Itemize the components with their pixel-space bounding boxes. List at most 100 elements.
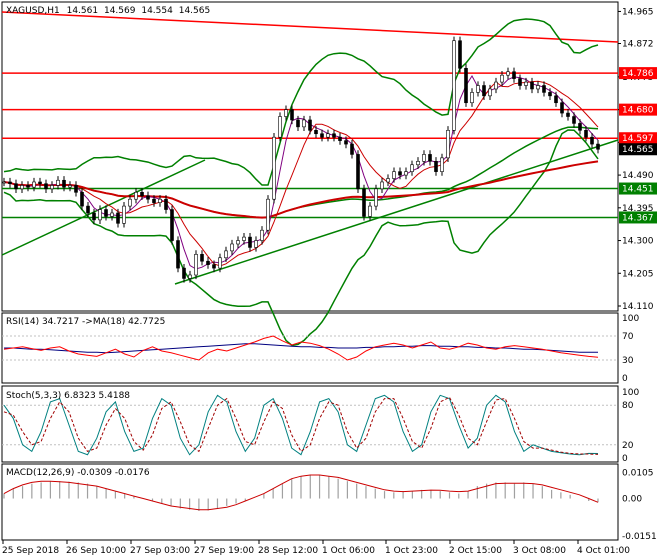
macd-y-tick-label: -0.0151: [622, 532, 657, 542]
price-candle: [464, 67, 468, 104]
price-candle: [32, 181, 36, 188]
price-candle: [326, 133, 330, 138]
ma-fast-line: [3, 75, 599, 270]
price-candle: [410, 164, 414, 172]
price-candle: [242, 236, 246, 241]
price-level-label: 14.367: [622, 213, 654, 223]
trendline-channel-lower: [1, 159, 206, 256]
price-candle: [248, 236, 252, 248]
price-candle: [122, 205, 126, 224]
ohlc-open: 14.561: [67, 6, 99, 16]
macd-y-tick-label: 0.0105: [622, 468, 654, 478]
time-tick-label: 2 Oct 15:00: [449, 546, 502, 556]
price-candle: [362, 188, 366, 217]
price-candle: [356, 154, 360, 190]
price-candle: [260, 229, 264, 241]
stoch-series: [3, 394, 599, 456]
price-candle: [428, 154, 432, 162]
price-candle: [20, 185, 24, 190]
price-candle: [68, 185, 72, 188]
price-candle: [284, 109, 288, 117]
time-axis: 25 Sep 2018 26 Sep 10:00 27 Sep 03:00 27 Se…: [2, 540, 630, 556]
price-candle: [134, 192, 138, 200]
current-price-label-bg: [619, 143, 657, 156]
price-candle: [530, 81, 534, 90]
rsi-line: [3, 335, 599, 361]
price-candle: [170, 209, 174, 241]
price-candle: [566, 112, 570, 117]
price-y-tick-label: 14.395: [622, 204, 654, 214]
price-candle: [512, 71, 516, 79]
price-candle: [8, 181, 12, 184]
macd-series: [3, 474, 599, 511]
price-candle: [314, 130, 318, 135]
price-candle: [212, 264, 216, 269]
price-candle: [254, 240, 258, 248]
stoch-panel-frame: [1, 385, 619, 463]
price-candle: [422, 154, 426, 162]
time-tick-label: 3 Oct 08:00: [513, 546, 566, 556]
ma-mid-line: [3, 80, 599, 267]
price-candle: [548, 92, 552, 97]
price-candle: [206, 260, 210, 265]
price-candle: [272, 136, 276, 200]
price-candle: [152, 198, 156, 203]
price-candle: [494, 81, 498, 90]
price-candle: [110, 212, 114, 217]
symbol-ohlc-header: XAGUSD,H1 14.561 14.569 14.554 14.565: [6, 6, 210, 16]
price-trendlines: [1, 11, 619, 285]
price-candle: [74, 185, 78, 193]
price-candle: [506, 71, 510, 76]
macd-signal-line: [3, 474, 599, 511]
price-candle: [338, 136, 342, 141]
price-candle: [320, 133, 324, 138]
price-candle: [368, 205, 372, 217]
price-candle: [80, 192, 84, 207]
stoch-y-tick-label: 0: [622, 454, 628, 464]
rsi-panel-frame: [1, 312, 619, 384]
price-candle: [290, 109, 294, 121]
price-candle: [596, 143, 600, 150]
price-candle: [446, 130, 450, 159]
price-candle: [518, 78, 522, 86]
price-y-tick-label: 14.205: [622, 269, 654, 279]
price-candle: [278, 116, 282, 138]
price-candle: [344, 140, 348, 145]
price-candle: [128, 198, 132, 207]
price-candle: [482, 85, 486, 97]
price-candle: [26, 185, 30, 188]
stoch-d-line: [3, 396, 599, 455]
price-candle: [98, 209, 102, 221]
price-level-label-bg: [619, 67, 657, 80]
price-level-label-bg: [619, 132, 657, 145]
price-candle: [146, 195, 150, 200]
price-candle: [452, 40, 456, 131]
price-level-label: 14.451: [622, 185, 654, 195]
price-level-label: 14.786: [622, 69, 654, 79]
price-candle: [296, 119, 300, 128]
price-candle: [374, 188, 378, 207]
price-level-label: 14.597: [622, 134, 654, 144]
price-series: [2, 36, 600, 283]
rsi-series: [3, 335, 599, 361]
price-candle: [176, 240, 180, 269]
price-level-label: 14.680: [622, 106, 654, 116]
price-candle: [116, 212, 120, 224]
price-y-tick-label: 14.872: [622, 39, 654, 49]
price-candle: [584, 130, 588, 138]
time-tick-label: 27 Sep 03:00: [130, 546, 190, 556]
price-candle: [38, 181, 42, 184]
time-tick-label: 4 Oct 01:00: [577, 546, 630, 556]
price-candle: [572, 116, 576, 124]
stoch-title: Stoch(5,3,3) 6.8323 5.4188: [6, 391, 130, 401]
price-candle: [188, 274, 192, 279]
time-tick-label: 26 Sep 10:00: [66, 546, 126, 556]
price-level-label-bg: [619, 211, 657, 224]
price-candle: [332, 133, 336, 138]
price-candle: [380, 181, 384, 190]
price-candle: [308, 119, 312, 131]
ma-slow-line: [3, 160, 599, 219]
time-tick-label: 1 Oct 06:00: [322, 546, 375, 556]
price-candle: [224, 250, 228, 259]
